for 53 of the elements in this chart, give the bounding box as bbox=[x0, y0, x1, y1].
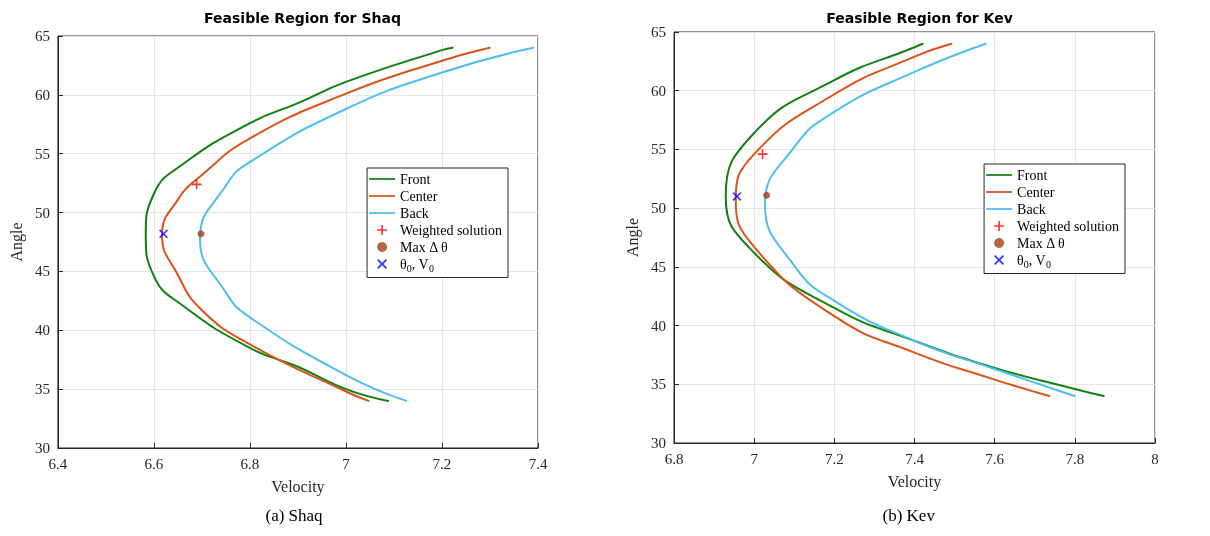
point bbox=[732, 191, 742, 201]
x-tick-label: 7.4 bbox=[528, 455, 548, 472]
line-series bbox=[144, 46, 454, 402]
y-tick-label: 45 bbox=[34, 263, 50, 280]
legend-label: Back bbox=[1017, 201, 1046, 217]
x-tick-label: 6.8 bbox=[240, 455, 260, 472]
x-tick-label: 7.4 bbox=[905, 450, 925, 467]
y-tick-label: 65 bbox=[34, 28, 50, 44]
legend-label: Max Δ θ bbox=[400, 239, 448, 255]
y-tick-label: 50 bbox=[34, 204, 50, 221]
text: (b) Kev bbox=[882, 506, 936, 525]
x-tick-label: 7 bbox=[342, 455, 351, 472]
chart-title: Feasible Region for Shaq bbox=[204, 10, 401, 26]
x-tick-label: 7 bbox=[750, 450, 759, 467]
legend-label: Front bbox=[1017, 167, 1048, 183]
legend-label: Center bbox=[400, 188, 438, 204]
legend-label: Max Δ θ bbox=[1017, 235, 1065, 251]
legend-label: Weighted solution bbox=[1017, 218, 1119, 234]
chart-title: Feasible Region for Kev bbox=[826, 10, 1013, 26]
line-series bbox=[199, 46, 535, 402]
y-tick-label: 40 bbox=[34, 322, 50, 339]
x-tick-label: 7.2 bbox=[432, 455, 452, 472]
y-tick-label: 35 bbox=[34, 381, 50, 398]
line-series bbox=[763, 42, 1076, 398]
x-tick-label: 7.2 bbox=[824, 450, 844, 467]
y-tick-label: 30 bbox=[34, 440, 50, 456]
legend-label: Back bbox=[400, 205, 429, 221]
x-tick-label: 8 bbox=[1151, 450, 1159, 467]
y-axis-title: Angle bbox=[623, 217, 642, 258]
x-tick-label: 6.8 bbox=[664, 450, 684, 467]
x-tick-label: 7.6 bbox=[985, 450, 1005, 467]
x-tick-label: 7.8 bbox=[1065, 450, 1085, 467]
y-tick-label: 55 bbox=[34, 145, 50, 162]
legend-label: Weighted solution bbox=[400, 222, 502, 238]
y-tick-label: 35 bbox=[651, 376, 666, 393]
y-tick-label: 55 bbox=[651, 141, 666, 158]
text: (a) Shaq bbox=[265, 506, 324, 525]
legend-label: Front bbox=[400, 171, 431, 187]
y-tick-label: 60 bbox=[651, 82, 666, 99]
y-tick-label: 60 bbox=[34, 86, 50, 103]
legend-label: Center bbox=[1017, 184, 1055, 200]
y-tick-label: 45 bbox=[651, 258, 666, 275]
point bbox=[763, 191, 771, 199]
x-tick-label: 6.6 bbox=[144, 455, 164, 472]
x-axis-title: Velocity bbox=[887, 472, 942, 491]
x-tick-label: 6.4 bbox=[48, 455, 68, 472]
point bbox=[757, 149, 768, 160]
x-axis-title: Velocity bbox=[271, 477, 325, 496]
y-tick-label: 65 bbox=[651, 24, 666, 40]
y-axis-title: Angle bbox=[7, 222, 26, 262]
y-tick-label: 50 bbox=[651, 200, 666, 217]
y-tick-label: 40 bbox=[651, 317, 666, 334]
y-tick-label: 30 bbox=[651, 435, 666, 451]
